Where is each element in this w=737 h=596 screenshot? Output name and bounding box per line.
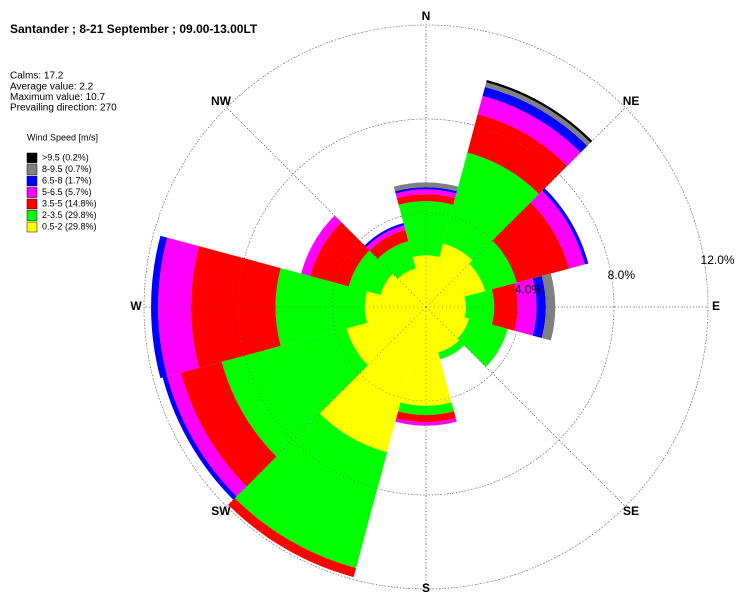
legend-swatch: [26, 210, 38, 221]
wedge: [348, 250, 393, 295]
wedge: [380, 273, 426, 307]
wedge: [228, 498, 357, 578]
wedge: [301, 215, 342, 276]
spoke-overlay: [226, 107, 427, 308]
legend-label: 8-9.5 (0.7%): [42, 164, 92, 174]
wedge: [484, 82, 591, 146]
compass-label: NE: [623, 94, 640, 108]
wedge: [457, 318, 508, 367]
wedge: [426, 296, 466, 318]
legend-swatch: [26, 175, 38, 187]
wedge: [221, 328, 368, 457]
wedge: [162, 376, 237, 500]
ring-overlay: [331, 212, 521, 402]
wedge: [364, 291, 426, 323]
compass-label: SW: [211, 504, 231, 518]
wedge: [412, 255, 440, 307]
wedge: [167, 372, 247, 497]
stat-line: Prevailing direction: 270: [10, 103, 117, 114]
spoke-overlay: [425, 107, 626, 308]
wedge: [398, 402, 454, 416]
ring-overlay: [143, 24, 709, 590]
stat-line: Maximum value: 10.7: [10, 92, 105, 103]
compass-label: E: [712, 299, 720, 313]
spoke-overlay: [226, 306, 427, 507]
wedge: [482, 86, 588, 153]
stat-line: Average value: 2.2: [10, 81, 94, 92]
stat-line: Calms: 17.2: [10, 71, 64, 82]
wedge: [366, 225, 406, 251]
wedge: [532, 275, 546, 339]
wedge: [377, 241, 416, 279]
wedge: [394, 187, 458, 194]
wedge: [426, 243, 473, 307]
legend-swatch: [26, 198, 38, 210]
wedge: [530, 190, 585, 269]
wedge: [426, 307, 470, 339]
wedge: [234, 413, 388, 569]
legend-label: 2-3.5 (29.8%): [42, 210, 97, 220]
spoke-overlay: [425, 306, 626, 507]
wedge: [319, 307, 426, 453]
chart-title: Santander ; 8-21 September ; 09.00-13.00…: [10, 22, 258, 36]
ring-label: 12.0%: [701, 253, 735, 267]
legend-label: 6.5-8 (1.7%): [42, 175, 92, 185]
wedge: [464, 289, 495, 325]
wedge: [542, 188, 589, 265]
wedge: [491, 283, 518, 331]
wedge: [438, 340, 465, 360]
wedge: [346, 307, 426, 366]
wedge: [477, 95, 581, 166]
wedge: [151, 235, 168, 379]
legend-label: 0.5-2 (29.8%): [42, 221, 97, 231]
wedge: [397, 268, 426, 307]
wedge: [396, 194, 456, 205]
wedge: [400, 307, 452, 406]
legend-label: 3.5-5 (14.8%): [42, 198, 97, 208]
wedge: [364, 223, 405, 248]
wedge: [180, 361, 277, 487]
wedge: [369, 229, 409, 259]
wedge: [467, 114, 568, 195]
legend-swatch: [26, 221, 38, 233]
wedge: [191, 246, 281, 368]
compass-label: SE: [623, 504, 639, 518]
wedge: [514, 278, 537, 336]
legend-title: Wind Speed [m/s]: [27, 132, 98, 142]
legend-swatch: [26, 164, 38, 175]
compass-label: W: [130, 299, 142, 313]
compass-label: NW: [211, 94, 232, 108]
wedge: [469, 240, 517, 292]
wedge: [541, 273, 556, 341]
legend-swatch: [26, 152, 38, 164]
ring-label: 4.0%: [515, 282, 543, 296]
wedge: [398, 201, 454, 258]
wedge: [395, 189, 457, 199]
wedge: [426, 307, 460, 353]
legend-swatch: [26, 187, 38, 198]
wedge: [158, 237, 200, 377]
wedge: [443, 152, 539, 261]
legend-label: 5-6.5 (5.7%): [42, 187, 92, 197]
compass-label: S: [422, 581, 430, 595]
wedge: [426, 263, 486, 307]
wedge: [395, 418, 457, 426]
legend-label: >9.5 (0.2%): [42, 152, 89, 162]
wedge: [492, 202, 570, 283]
ring-label: 8.0%: [608, 268, 636, 282]
compass-label: N: [422, 9, 431, 23]
wedge: [396, 411, 456, 423]
wedge: [310, 222, 370, 287]
